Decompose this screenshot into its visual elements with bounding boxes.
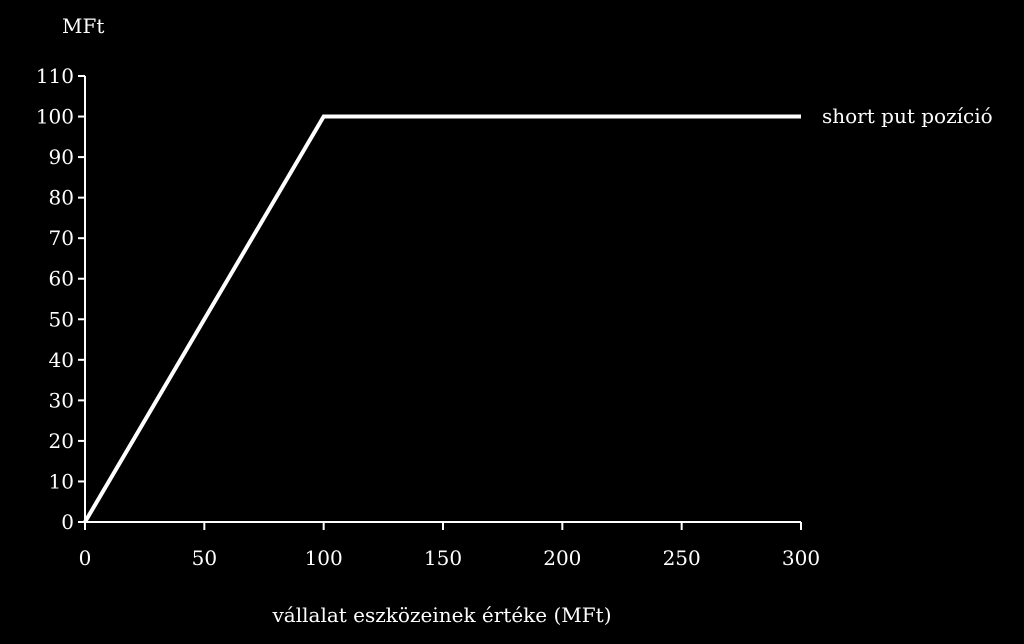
y-tick-label: 20 [49, 429, 74, 453]
axes [84, 76, 801, 523]
x-ticks: 0 50 100 150 200 250 300 [79, 522, 820, 570]
y-tick-label: 80 [49, 186, 74, 210]
x-tick-label: 0 [79, 546, 92, 570]
y-tick-label: 50 [49, 307, 74, 331]
y-tick-label: 110 [36, 64, 74, 88]
x-axis-label: vállalat eszközeinek értéke (MFt) [272, 603, 612, 627]
y-tick-label: 30 [49, 388, 74, 412]
series-label: short put pozíció [822, 104, 993, 128]
y-tick-label: 0 [61, 510, 74, 534]
y-tick-label: 90 [49, 145, 74, 169]
y-tick-label: 60 [49, 267, 74, 291]
x-tick-label: 150 [424, 546, 462, 570]
x-tick-label: 50 [192, 546, 217, 570]
y-tick-label: 100 [36, 105, 74, 129]
x-tick-label: 300 [782, 546, 820, 570]
series-line-short-put [83, 114, 801, 524]
y-tick-label: 70 [49, 226, 74, 250]
x-tick-label: 100 [305, 546, 343, 570]
x-tick-label: 200 [543, 546, 581, 570]
y-tick-label: 10 [49, 469, 74, 493]
x-tick-label: 250 [663, 546, 701, 570]
y-axis-label: MFt [62, 14, 104, 38]
y-tick-label: 40 [49, 348, 74, 372]
y-ticks: 0 10 20 30 40 50 60 70 80 90 100 110 [36, 64, 85, 534]
